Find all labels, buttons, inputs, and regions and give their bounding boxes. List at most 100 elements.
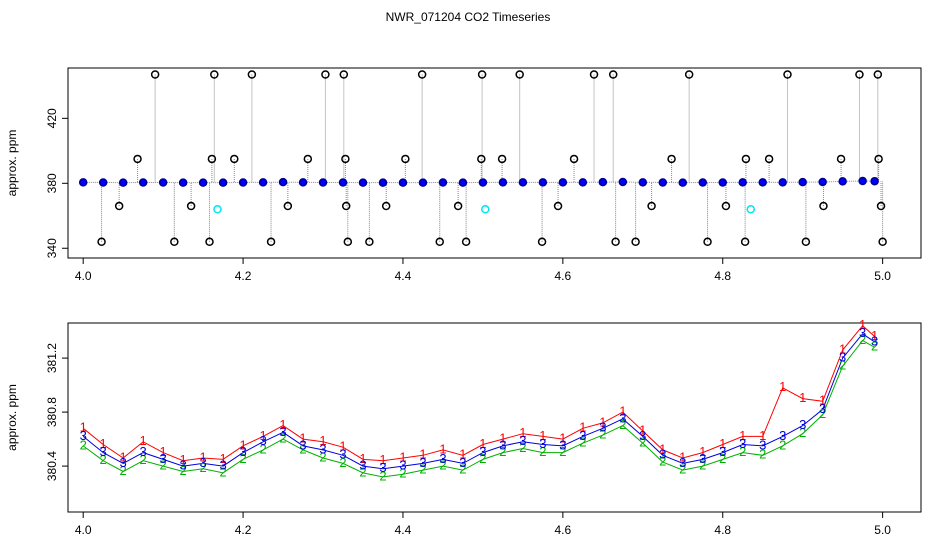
plot-frame <box>67 322 922 513</box>
series-line <box>83 180 875 184</box>
point <box>133 154 142 164</box>
point-glyph: 1 <box>679 449 686 464</box>
point-glyph: 3 <box>299 437 306 452</box>
series-line <box>82 333 875 470</box>
point <box>876 201 886 211</box>
point <box>258 178 268 187</box>
point-glyph: 3 <box>120 455 127 470</box>
series-line <box>82 339 875 478</box>
point-glyph: 3 <box>359 458 366 473</box>
point <box>378 178 388 187</box>
point-glyph: 1 <box>499 431 506 446</box>
x-tick-label: 5.0 <box>874 269 891 283</box>
point <box>278 177 288 187</box>
point-glyph: 2 <box>219 464 226 479</box>
point-glyph: 2 <box>319 449 326 464</box>
point-glyph: 3 <box>779 428 786 443</box>
point-glyph: 2 <box>239 451 246 466</box>
point <box>178 178 188 187</box>
point <box>78 178 88 187</box>
y-axis-label: approx. ppm <box>5 130 19 197</box>
point-glyph: 1 <box>319 433 326 448</box>
x-tick-label: 4.0 <box>75 269 92 283</box>
point <box>578 178 588 187</box>
point-glyph: 1 <box>140 433 147 448</box>
point <box>98 178 108 187</box>
point-glyph: 3 <box>459 455 466 470</box>
x-tick-label: 5.0 <box>874 523 891 537</box>
point <box>283 201 293 211</box>
point <box>230 154 239 164</box>
point <box>608 70 618 79</box>
x-tick-label: 4.4 <box>395 523 412 537</box>
point-glyph: 3 <box>739 436 746 451</box>
point <box>218 178 228 187</box>
point <box>210 70 219 79</box>
point <box>498 178 508 187</box>
point-glyph: 1 <box>519 425 526 440</box>
point <box>818 177 827 187</box>
point-glyph: 1 <box>459 447 466 462</box>
point-glyph: 2 <box>719 451 726 466</box>
point-glyph: 3 <box>140 444 147 459</box>
point <box>198 178 208 187</box>
point-glyph: 2 <box>839 358 846 373</box>
point <box>398 178 408 187</box>
point <box>321 70 330 79</box>
point <box>247 70 257 79</box>
point-glyph: 3 <box>379 460 386 475</box>
point <box>858 176 867 186</box>
point-glyph: 2 <box>180 463 187 478</box>
point <box>558 178 568 187</box>
point <box>213 205 222 214</box>
point-glyph: 1 <box>739 428 746 443</box>
point-glyph: 2 <box>459 462 466 477</box>
x-tick-label: 4.8 <box>714 269 731 283</box>
point-glyph: 3 <box>199 455 206 470</box>
y-tick-label: 380 <box>45 173 59 193</box>
point-glyph: 2 <box>160 458 167 473</box>
point-glyph: 2 <box>539 444 546 459</box>
point-glyph: 1 <box>120 449 127 464</box>
point <box>303 154 313 164</box>
point <box>855 70 864 79</box>
point-glyph: 2 <box>699 458 706 473</box>
point-glyph: 2 <box>859 332 866 347</box>
point-glyph: 2 <box>759 447 766 462</box>
point <box>758 178 767 187</box>
point-glyph: 2 <box>659 453 666 468</box>
point <box>341 154 350 164</box>
point-glyph: 3 <box>319 441 326 456</box>
point <box>381 201 391 211</box>
point <box>698 178 708 187</box>
point-glyph: 1 <box>859 317 866 332</box>
point-glyph: 2 <box>579 435 586 450</box>
plot-frame <box>67 67 922 259</box>
point-glyph: 3 <box>799 417 806 432</box>
point-glyph: 2 <box>499 444 506 459</box>
point <box>401 154 410 164</box>
point <box>343 237 353 247</box>
point-glyph: 2 <box>479 451 486 466</box>
point <box>738 178 747 187</box>
point <box>515 70 524 79</box>
point-glyph: 3 <box>539 436 546 451</box>
point-glyph: 2 <box>871 339 878 354</box>
point-glyph: 3 <box>599 420 606 435</box>
point-glyph: 2 <box>739 444 746 459</box>
point-glyph: 2 <box>100 452 107 467</box>
point-glyph: 1 <box>80 420 87 435</box>
x-tick-label: 4.0 <box>75 523 92 537</box>
point <box>718 178 727 187</box>
point <box>318 178 328 187</box>
page-title: NWR_071204 CO2 Timeseries <box>386 10 551 24</box>
point-glyph: 3 <box>80 428 87 443</box>
point <box>298 178 308 187</box>
point-glyph: 3 <box>759 437 766 452</box>
point-glyph: 1 <box>219 451 226 466</box>
point <box>453 201 463 211</box>
point-glyph: 3 <box>839 350 846 365</box>
point-glyph: 1 <box>439 441 446 456</box>
point <box>873 70 883 79</box>
